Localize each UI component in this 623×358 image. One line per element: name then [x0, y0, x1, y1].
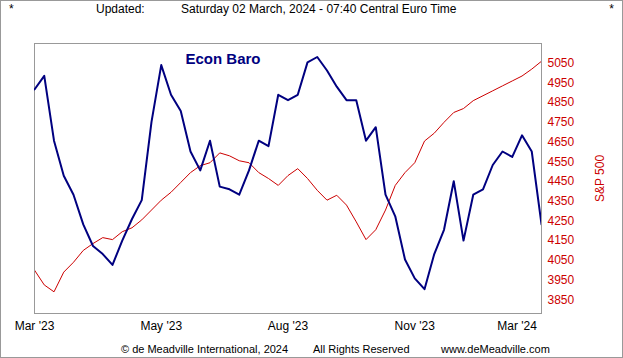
- svg-text:Mar '24: Mar '24: [497, 319, 537, 333]
- html-text:Saturday 02 March, 2024 - 07:4: Saturday 02 March, 2024 - 07:40 Central …: [181, 2, 457, 16]
- svg-text:4950: 4950: [548, 76, 575, 90]
- html-text:www.deMeadville.com: www.deMeadville.com: [441, 343, 550, 355]
- svg-text:4450: 4450: [548, 174, 575, 188]
- svg-text:4250: 4250: [548, 214, 575, 228]
- svg-text:4050: 4050: [548, 253, 575, 267]
- html-text:Updated:: Updated:: [96, 2, 145, 16]
- svg-text:Aug '23: Aug '23: [268, 319, 309, 333]
- svg-text:4350: 4350: [548, 194, 575, 208]
- svg-text:Econ Baro: Econ Baro: [185, 50, 260, 67]
- svg-text:May '23: May '23: [140, 319, 182, 333]
- svg-text:3850: 3850: [548, 293, 575, 307]
- svg-text:Nov '23: Nov '23: [395, 319, 436, 333]
- svg-text:Mar '23: Mar '23: [15, 319, 55, 333]
- svg-text:4850: 4850: [548, 95, 575, 109]
- html-text:All Rights Reserved: All Rights Reserved: [313, 343, 410, 355]
- svg-text:4150: 4150: [548, 233, 575, 247]
- svg-text:5050: 5050: [548, 56, 575, 70]
- svg-text:S&P 500: S&P 500: [593, 155, 607, 202]
- svg-text:4750: 4750: [548, 115, 575, 129]
- svg-text:4650: 4650: [548, 135, 575, 149]
- svg-text:3950: 3950: [548, 273, 575, 287]
- html-text:© de Meadville International,: © de Meadville International, 2024: [121, 343, 289, 355]
- svg-text:4550: 4550: [548, 155, 575, 169]
